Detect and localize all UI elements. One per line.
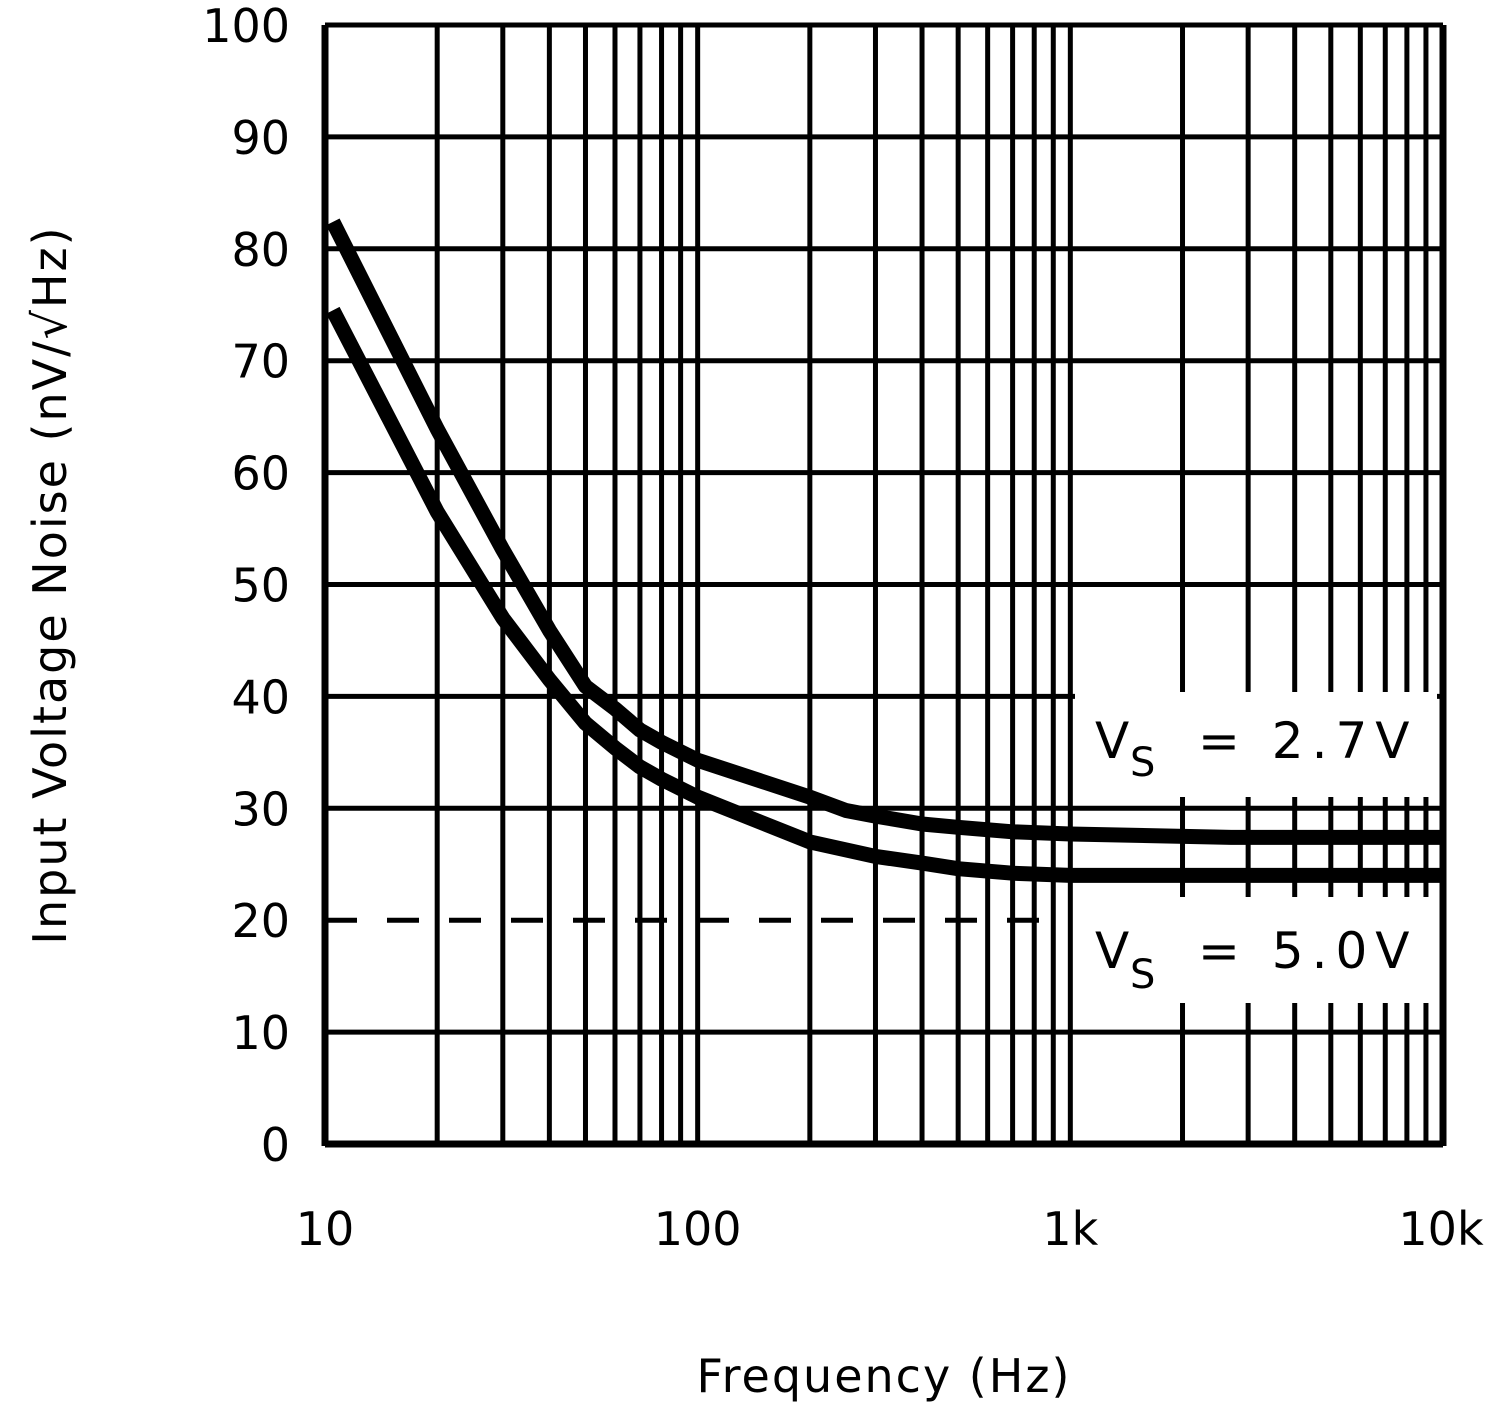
y-tick-label: 0 xyxy=(261,1118,290,1172)
y-tick-label: 40 xyxy=(231,670,290,724)
y-tick-label: 80 xyxy=(231,223,290,277)
x-tick-label: 10 xyxy=(296,1202,355,1256)
annotation-sub: S xyxy=(1130,740,1155,786)
y-tick-label: 50 xyxy=(231,559,290,613)
svg-text:V: V xyxy=(1095,712,1129,770)
series-line-5-0v xyxy=(326,306,1443,883)
annotation-main: V xyxy=(1095,712,1129,770)
x-axis-label: Frequency (Hz) xyxy=(697,1349,1072,1403)
series-line-2-7v xyxy=(326,218,1443,845)
svg-text:V: V xyxy=(1095,922,1129,980)
y-tick-label: 30 xyxy=(231,782,290,836)
x-tick-label: 10k xyxy=(1398,1202,1484,1256)
annotation-main: V xyxy=(1095,922,1129,980)
y-axis-label: Input Voltage Noise (nV/√Hz) xyxy=(23,225,77,944)
annotation-box-5-0v xyxy=(1075,897,1437,1003)
y-tick-label: 20 xyxy=(231,894,290,948)
annotation-rest: = 5.0V xyxy=(1198,922,1418,980)
annotation-boxes xyxy=(1075,692,1437,1003)
y-tick-label: 70 xyxy=(231,335,290,389)
annotation-rest: = 2.7V xyxy=(1198,712,1418,770)
y-tick-label: 90 xyxy=(231,111,290,165)
annotation-2-7v: V S = 2.7V xyxy=(1095,712,1418,786)
y-tick-label: 100 xyxy=(202,0,290,53)
annotation-sub: S xyxy=(1130,952,1155,998)
y-tick-label: 60 xyxy=(231,447,290,501)
annotation-box-2-7v xyxy=(1075,692,1437,797)
x-tick-label: 1k xyxy=(1042,1202,1098,1256)
annotation-5-0v: V S = 5.0V xyxy=(1095,922,1418,998)
y-tick-label: 10 xyxy=(231,1006,290,1060)
x-tick-label: 100 xyxy=(654,1202,742,1256)
series-group xyxy=(326,218,1443,883)
